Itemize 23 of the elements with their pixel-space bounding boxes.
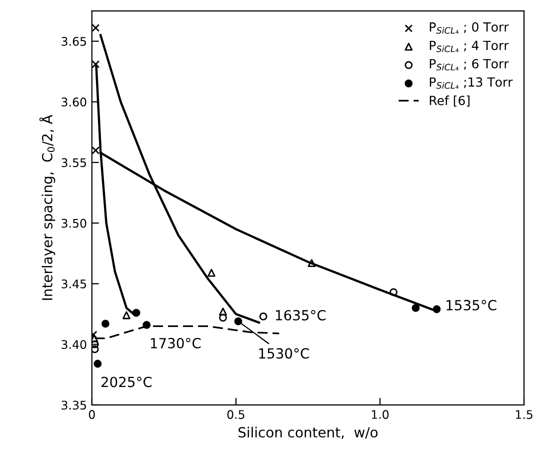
x-axis-title: Silicon content, w/o [238, 426, 378, 439]
legend-label: Ref [6] [430, 96, 470, 107]
y-tick-label: 3.60 [62, 98, 86, 106]
legend-label: P$_{SiCL₄}$ ; 4 Torr [430, 40, 509, 52]
y-tick-label: 3.65 [62, 36, 86, 46]
annotation: 1730°C [150, 338, 201, 348]
y-tick-label: 3.35 [62, 400, 86, 410]
x-tick-label: 0.5 [227, 410, 244, 419]
annotation: 2025°C [101, 376, 152, 388]
y-tick-label: 3.40 [62, 340, 86, 349]
annotation: 1530°C [259, 348, 309, 359]
annotation: 1635°C [276, 310, 326, 320]
legend-label: P$_{SiCL₄}$ ;13 Torr [430, 77, 513, 89]
legend-label: P$_{SiCL₄}$ ; 0 Torr [430, 22, 509, 34]
y-tick-label: 3.45 [62, 279, 86, 288]
annotation: 1535°C [446, 300, 496, 310]
legend-label: P$_{SiCL₄}$ ; 6 Torr [430, 58, 509, 70]
x-tick-label: 1.5 [516, 410, 532, 419]
x-tick-label: 1.0 [372, 410, 389, 419]
y-axis-title: Interlayer spacing, C$_{0}$/2, Å [39, 114, 56, 300]
x-tick-label: 0 [88, 410, 95, 419]
y-tick-label: 3.55 [62, 158, 86, 168]
y-tick-label: 3.50 [62, 218, 86, 228]
